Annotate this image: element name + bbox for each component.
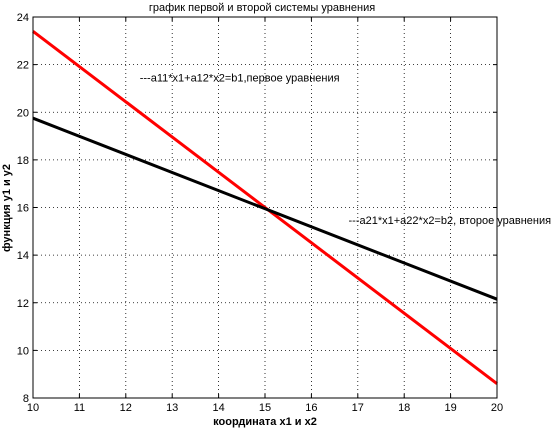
y-axis-label: функция y1 и y2	[1, 164, 13, 252]
y-tick-label: 16	[17, 203, 29, 215]
x-tick-label: 16	[305, 402, 317, 414]
x-tick-label: 10	[27, 402, 39, 414]
y-tick-label: 12	[17, 298, 29, 310]
x-axis-label: координата x1 и x2	[213, 416, 317, 428]
y-tick-label: 10	[17, 345, 29, 357]
x-tick-label: 18	[398, 402, 410, 414]
x-tick-label: 20	[491, 402, 503, 414]
x-tick-label: 15	[259, 402, 271, 414]
y-tick-label: 18	[17, 155, 29, 167]
chart-title: график первой и второй системы уравнения	[149, 2, 375, 14]
x-tick-label: 13	[166, 402, 178, 414]
plot-frame	[32, 16, 498, 399]
x-tick-label: 11	[74, 402, 85, 414]
y-tick-label: 14	[17, 250, 29, 262]
annotations: ---a11*x1+a12*x2=b1,первое уравнения ---a…	[140, 72, 551, 227]
x-tick-label: 19	[444, 402, 456, 414]
y-tick-label: 24	[17, 12, 29, 24]
series-line-2	[32, 116, 498, 301]
y-tick-label: 22	[17, 60, 29, 72]
x-tick-label: 14	[212, 402, 224, 414]
annotation-2: ---a21*x1+a22*x2=b2, второе уравнения	[349, 215, 552, 227]
y-tick-label: 20	[17, 107, 29, 119]
x-tick-label: 17	[352, 402, 364, 414]
y-tick-label: 8	[23, 393, 29, 405]
series-lines	[32, 30, 498, 385]
annotation-1: ---a11*x1+a12*x2=b1,первое уравнения	[140, 72, 340, 84]
x-tick-label: 12	[120, 402, 132, 414]
